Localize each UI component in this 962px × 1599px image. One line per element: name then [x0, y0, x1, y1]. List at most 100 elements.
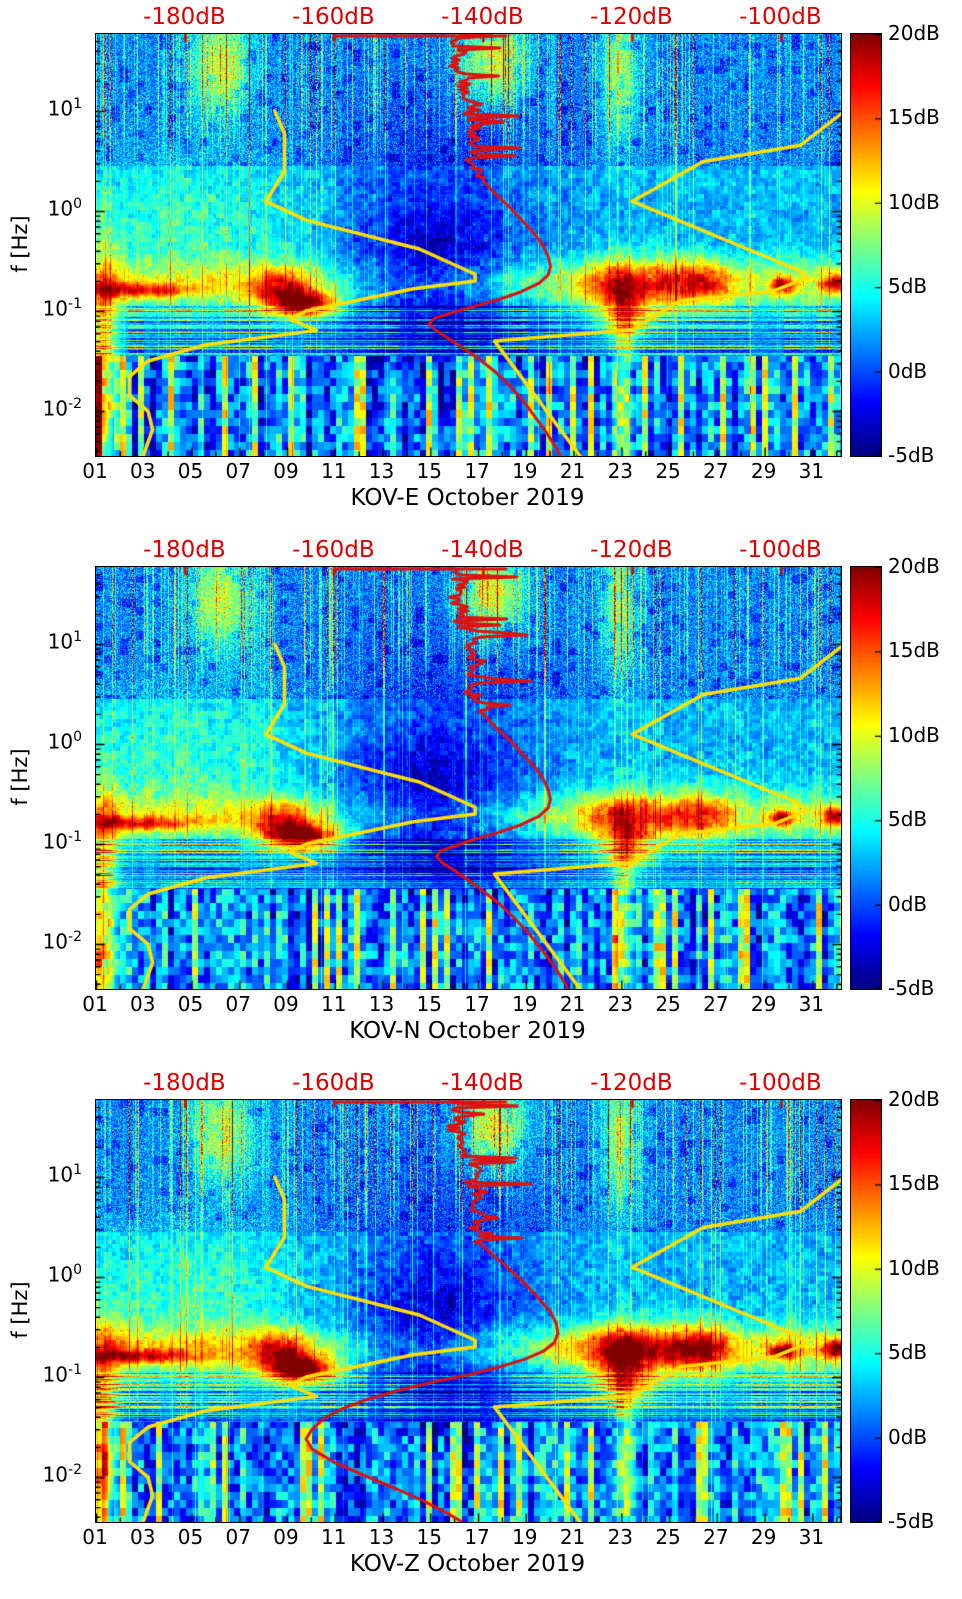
top-db-axis: -180dB -160dB -140dB -120dB -100dB — [95, 535, 840, 566]
noise-model-curves-overlay — [96, 567, 841, 989]
x-axis-tick-label: 31 — [798, 992, 825, 1016]
x-axis-tick-label: 01 — [82, 459, 108, 483]
x-axis-tick-labels: 01 03 05 07 09 11 13 15 17 19 21 23 25 27 29 31 — [82, 992, 840, 1016]
spectrogram-plot — [95, 1099, 842, 1523]
x-axis-tick-label: 09 — [273, 1525, 299, 1549]
y-tick-base: 10 — [42, 396, 69, 421]
x-axis-tick-label: 17 — [464, 459, 490, 483]
x-axis-tick-label: 13 — [368, 992, 395, 1016]
x-axis-tick-label: 17 — [464, 1525, 490, 1549]
x-axis-tick-label: 31 — [798, 1525, 825, 1549]
y-tick-exponent: -2 — [68, 1462, 82, 1478]
y-axis-tick: 10-2 — [43, 929, 82, 954]
y-tick-base: 10 — [47, 1162, 74, 1187]
colorbar-tick-labels: 20dB 15dB 10dB 5dB 0dB -5dB — [888, 1087, 960, 1539]
x-axis-tick-label: 15 — [416, 992, 443, 1016]
top-axis-db-label: -100dB — [739, 1070, 822, 1096]
y-tick-base: 10 — [42, 296, 69, 321]
x-axis-tick-label: 09 — [273, 459, 299, 483]
x-axis-tick-label: 05 — [177, 1525, 204, 1549]
colorbar-tick-label: -5dB — [888, 976, 935, 1000]
x-axis-tick-label: 19 — [512, 459, 538, 483]
colorbar-tick-label: 20dB — [888, 554, 940, 578]
y-tick-base: 10 — [47, 1262, 74, 1287]
top-axis-db-label: -180dB — [143, 1070, 226, 1096]
colorbar-tick-label: 10dB — [888, 1255, 940, 1280]
y-axis-tick: 100 — [48, 196, 82, 221]
y-tick-base: 10 — [47, 629, 74, 654]
y-axis-tick: 10-2 — [43, 396, 82, 421]
y-tick-exponent: 0 — [73, 729, 82, 745]
y-axis-tick: 10-1 — [43, 296, 82, 321]
y-axis-tick: 10-1 — [43, 1362, 82, 1387]
top-axis-db-label: -160dB — [292, 4, 375, 30]
colorbar — [850, 566, 882, 990]
x-axis-tick-label: 23 — [607, 1525, 634, 1549]
x-axis-tick-label: 21 — [559, 459, 586, 483]
top-db-axis: -180dB -160dB -140dB -120dB -100dB — [95, 1068, 840, 1099]
x-axis-tick-label: 21 — [559, 1525, 586, 1549]
top-axis-db-label: -100dB — [739, 4, 822, 30]
spectrogram-plot — [95, 566, 842, 990]
x-axis-tick-label: 23 — [607, 459, 634, 483]
y-tick-exponent: 1 — [73, 1162, 82, 1178]
y-tick-exponent: -1 — [68, 296, 82, 312]
colorbar-tick-label: 15dB — [888, 105, 940, 130]
x-axis-tick-label: 31 — [798, 459, 825, 483]
y-tick-exponent: -2 — [68, 929, 82, 945]
x-axis-tick-label: 01 — [82, 1525, 108, 1549]
top-axis-db-label: -160dB — [292, 1070, 375, 1096]
x-axis-tick-label: 07 — [225, 459, 251, 483]
colorbar-tick-label: 5dB — [888, 274, 928, 299]
y-tick-base: 10 — [42, 1462, 69, 1487]
top-axis-db-label: -120dB — [590, 1070, 673, 1096]
colorbar-tick-label: 20dB — [888, 1087, 940, 1111]
x-axis-tick-label: 11 — [321, 1525, 347, 1549]
y-tick-exponent: 1 — [73, 629, 82, 645]
colorbar-tick-label: 15dB — [888, 638, 940, 663]
x-axis-tick-label: 03 — [130, 459, 156, 483]
y-axis-tick: 101 — [48, 96, 82, 121]
x-axis-tick-label: 25 — [655, 459, 681, 483]
x-axis-tick-label: 13 — [368, 459, 395, 483]
x-axis-tick-label: 13 — [368, 1525, 395, 1549]
x-axis-tick-label: 01 — [82, 992, 108, 1016]
y-axis-tick-labels: 101 100 10-1 10-2 — [0, 566, 88, 988]
colorbar-tick-label: 20dB — [888, 21, 940, 45]
x-axis-tick-label: 15 — [416, 459, 443, 483]
top-axis-db-label: -100dB — [739, 537, 822, 563]
y-tick-exponent: -2 — [68, 396, 82, 412]
top-axis-db-label: -180dB — [143, 4, 226, 30]
x-axis-tick-label: 03 — [130, 992, 156, 1016]
x-axis-tick-label: 19 — [512, 1525, 538, 1549]
x-axis-tick-label: 27 — [703, 459, 729, 483]
y-tick-exponent: -1 — [68, 829, 82, 845]
x-axis-tick-label: 17 — [464, 992, 490, 1016]
x-axis-tick-label: 07 — [225, 992, 251, 1016]
colorbar-tick-labels: 20dB 15dB 10dB 5dB 0dB -5dB — [888, 21, 960, 473]
x-axis-tick-labels: 01 03 05 07 09 11 13 15 17 19 21 23 25 27 29 31 — [82, 459, 840, 483]
x-axis-tick-label: 07 — [225, 1525, 251, 1549]
spectrogram-panel-kov-z: -180dB -160dB -140dB -120dB -100dB f [Hz] 10… — [0, 1066, 962, 1599]
x-axis-tick-label: 11 — [321, 992, 347, 1016]
y-axis-tick-labels: 101 100 10-1 10-2 — [0, 1099, 88, 1521]
y-axis-tick: 10-2 — [43, 1462, 82, 1487]
spectrogram-plot — [95, 33, 842, 457]
x-axis-tick-label: 03 — [130, 1525, 156, 1549]
y-tick-base: 10 — [42, 929, 69, 954]
x-axis-tick-label: 11 — [321, 459, 347, 483]
x-axis-tick-label: 05 — [177, 992, 204, 1016]
top-axis-db-label: -160dB — [292, 537, 375, 563]
panel-title: KOV-Z October 2019 — [349, 1551, 586, 1577]
x-axis-tick-label: 27 — [703, 1525, 729, 1549]
y-tick-base: 10 — [42, 1362, 69, 1387]
top-axis-db-label: -140dB — [441, 4, 524, 30]
top-axis-db-label: -180dB — [143, 537, 226, 563]
x-axis-tick-label: 19 — [512, 992, 538, 1016]
colorbar-tick-label: 0dB — [888, 891, 928, 916]
y-axis-tick: 101 — [48, 1162, 82, 1187]
x-axis-tick-labels: 01 03 05 07 09 11 13 15 17 19 21 23 25 27 29 31 — [82, 1525, 840, 1549]
y-axis-tick-labels: 101 100 10-1 10-2 — [0, 33, 88, 455]
colorbar-tick-label: 10dB — [888, 722, 940, 747]
